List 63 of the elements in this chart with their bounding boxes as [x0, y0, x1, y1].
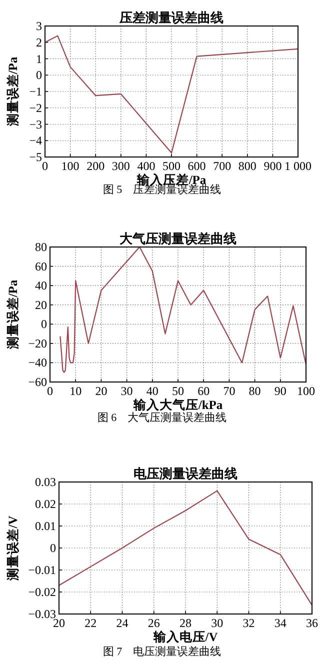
y-tick-label: 0.02 [35, 497, 56, 511]
x-tick-label: 34 [274, 616, 286, 630]
y-tick-label: −4 [29, 134, 42, 148]
y-axis-title: 测量误差/V [6, 516, 20, 582]
y-tick-label: −40 [28, 356, 47, 370]
x-tick-label: 100 [297, 384, 315, 398]
y-tick-label: 0.03 [35, 475, 56, 489]
x-tick-label: 400 [137, 159, 156, 173]
x-tick-label: 200 [86, 159, 105, 173]
x-tick-label: 30 [211, 616, 224, 630]
x-tick-label: 80 [248, 384, 261, 398]
chart-title: 压差测量误差曲线 [118, 10, 224, 25]
y-tick-label: −3 [29, 117, 42, 132]
x-tick-label: 20 [95, 384, 108, 398]
x-tick-label: 20 [53, 616, 65, 630]
x-tick-label: 90 [274, 384, 286, 398]
x-tick-label: 600 [188, 159, 206, 173]
y-tick-label: −60 [28, 375, 47, 389]
x-axis-title: 输入大气压/kPa [132, 397, 224, 412]
chart-title: 大气压测量误差曲线 [120, 231, 236, 246]
y-tick-label: 0 [36, 68, 42, 82]
x-tick-label: 36 [306, 616, 318, 630]
y-axis-title: 测量误差/Pa [6, 279, 20, 350]
y-tick-label: −0.02 [28, 585, 56, 599]
y-tick-label: −1 [29, 84, 42, 98]
chart-title: 电压测量误差曲线 [134, 466, 238, 481]
y-tick-label: 3 [36, 19, 42, 33]
x-tick-label: 700 [213, 159, 232, 173]
y-tick-label: 1 [36, 52, 42, 66]
x-tick-label: 24 [116, 616, 128, 630]
x-tick-label: 300 [112, 159, 130, 173]
y-tick-label: 0.01 [35, 519, 56, 533]
x-tick-label: 26 [148, 616, 160, 630]
y-tick-label: 80 [35, 240, 47, 254]
x-tick-label: 1 000 [284, 159, 312, 173]
y-tick-label: −5 [29, 150, 42, 164]
y-tick-label: 0 [50, 541, 56, 555]
caption: 图 5 压差测量误差曲线 [102, 183, 222, 196]
x-axis-title: 输入电压/V [152, 629, 218, 644]
y-axis-title: 测量误差/Pa [6, 56, 20, 128]
x-tick-label: 50 [172, 384, 184, 398]
y-tick-label: 0 [41, 317, 47, 332]
x-tick-label: 40 [146, 384, 158, 398]
x-tick-label: 22 [84, 616, 97, 630]
x-tick-label: 28 [180, 616, 192, 630]
x-tick-label: 10 [70, 384, 82, 398]
y-tick-label: −20 [28, 336, 47, 350]
y-tick-label: 2 [36, 35, 42, 50]
x-tick-label: 500 [162, 159, 180, 173]
y-tick-label: −0.01 [28, 563, 56, 577]
y-tick-label: 40 [35, 278, 47, 293]
y-tick-label: 20 [35, 298, 47, 312]
caption: 图 6 大气压测量误差曲线 [97, 411, 227, 424]
x-tick-label: 30 [120, 384, 133, 398]
y-tick-label: 60 [35, 259, 47, 274]
x-tick-label: 60 [198, 384, 210, 398]
caption: 图 7 电压测量误差曲线 [102, 645, 222, 658]
y-tick-label: −2 [29, 100, 42, 115]
x-tick-label: 900 [264, 159, 282, 173]
x-tick-label: 800 [238, 159, 256, 173]
x-tick-label: 70 [223, 384, 236, 398]
x-tick-label: 100 [61, 159, 80, 173]
x-tick-label: 32 [242, 616, 255, 630]
